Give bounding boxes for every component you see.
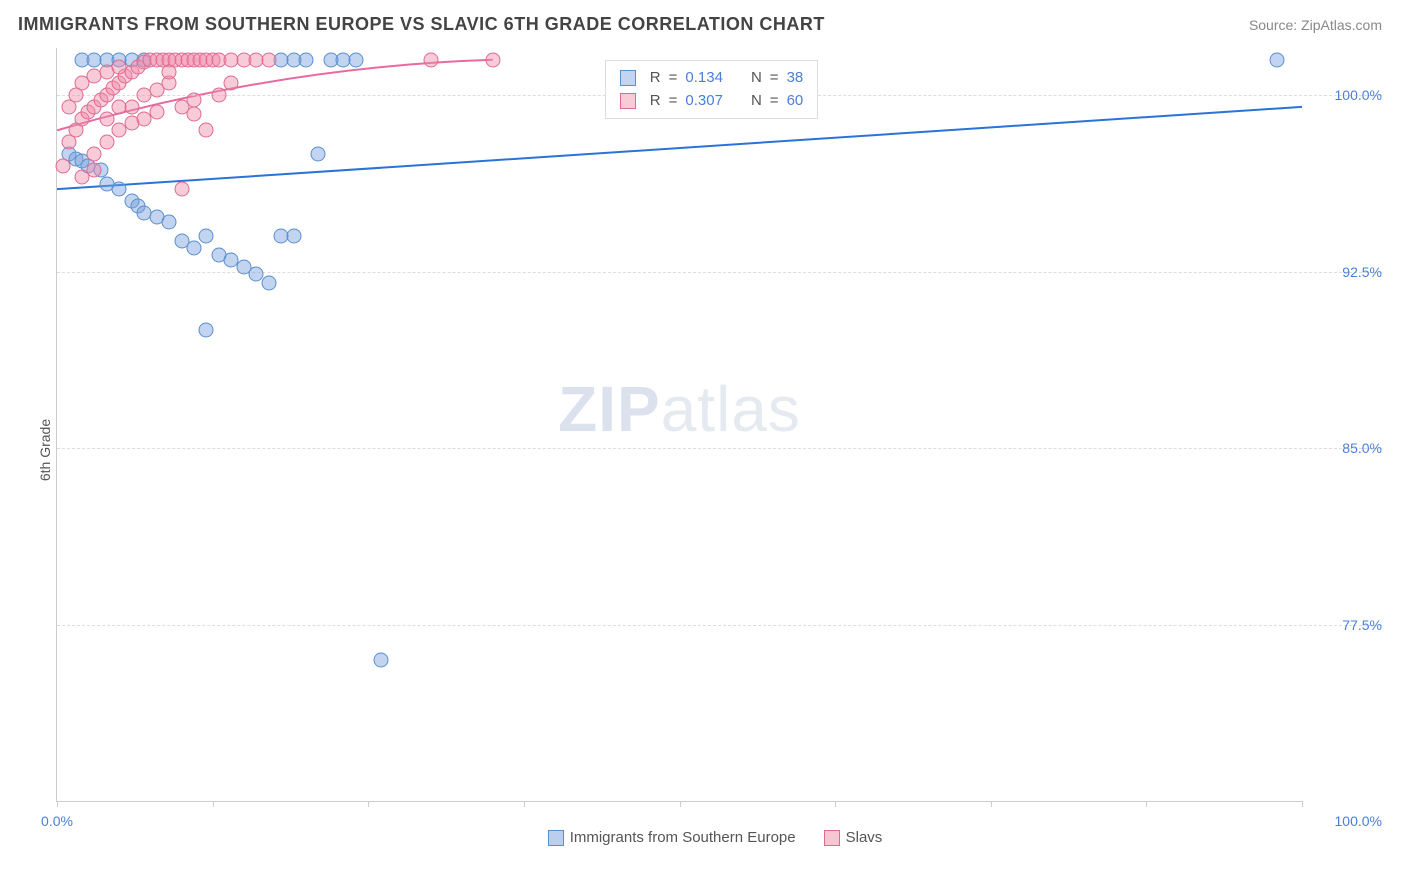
x-tick — [1146, 801, 1147, 807]
data-point — [112, 59, 127, 74]
legend-n-value: 38 — [787, 67, 804, 90]
data-point — [149, 104, 164, 119]
data-point — [199, 123, 214, 138]
data-point — [211, 88, 226, 103]
legend-top: R = 0.134 N = 38 R = 0.307 N = 60 — [605, 60, 818, 119]
trend-lines-svg — [57, 48, 1302, 801]
data-point — [348, 52, 363, 67]
data-point — [261, 276, 276, 291]
legend-r-value: 0.307 — [685, 90, 723, 113]
chart-container: 6th Grade ZIPatlas 100.0%92.5%85.0%77.5%… — [48, 48, 1382, 852]
data-point — [261, 52, 276, 67]
y-tick-label: 77.5% — [1310, 617, 1382, 633]
data-point — [174, 182, 189, 197]
chart-title: IMMIGRANTS FROM SOUTHERN EUROPE VS SLAVI… — [18, 14, 825, 35]
legend-n-value: 60 — [787, 90, 804, 113]
data-point — [68, 88, 83, 103]
data-point — [137, 88, 152, 103]
legend-swatch — [548, 830, 564, 846]
x-max-label: 100.0% — [1335, 813, 1382, 829]
x-tick — [680, 801, 681, 807]
source-label: Source: ZipAtlas.com — [1249, 17, 1382, 33]
legend-bottom-label: Immigrants from Southern Europe — [570, 829, 796, 846]
legend-bottom: Immigrants from Southern Europe Slavs — [48, 829, 1382, 846]
x-tick — [991, 801, 992, 807]
legend-bottom-item: Immigrants from Southern Europe — [548, 829, 796, 846]
legend-n-label: N — [751, 90, 762, 113]
data-point — [186, 92, 201, 107]
data-point — [56, 158, 71, 173]
y-axis-label: 6th Grade — [37, 419, 53, 481]
data-point — [87, 146, 102, 161]
y-tick-label: 85.0% — [1310, 440, 1382, 456]
legend-eq: = — [770, 67, 779, 90]
data-point — [87, 163, 102, 178]
legend-eq: = — [770, 90, 779, 113]
x-tick — [368, 801, 369, 807]
plot-area: ZIPatlas 100.0%92.5%85.0%77.5%0.0%100.0%… — [56, 48, 1302, 802]
legend-r-label: R — [650, 90, 661, 113]
data-point — [199, 323, 214, 338]
data-point — [186, 106, 201, 121]
data-point — [224, 76, 239, 91]
data-point — [199, 229, 214, 244]
data-point — [485, 52, 500, 67]
x-min-label: 0.0% — [41, 813, 73, 829]
gridline-h — [57, 625, 1382, 626]
legend-bottom-item: Slavs — [824, 829, 883, 846]
legend-top-row: R = 0.134 N = 38 — [620, 67, 803, 90]
legend-r-value: 0.134 — [685, 67, 723, 90]
data-point — [99, 111, 114, 126]
data-point — [162, 64, 177, 79]
trend-line — [57, 107, 1302, 189]
x-tick — [57, 801, 58, 807]
data-point — [99, 135, 114, 150]
data-point — [286, 229, 301, 244]
data-point — [112, 182, 127, 197]
legend-swatch — [620, 93, 636, 109]
data-point — [423, 52, 438, 67]
legend-top-row: R = 0.307 N = 60 — [620, 90, 803, 113]
x-tick — [1302, 801, 1303, 807]
legend-eq: = — [669, 90, 678, 113]
gridline-h — [57, 448, 1382, 449]
legend-n-label: N — [751, 67, 762, 90]
legend-swatch — [824, 830, 840, 846]
y-tick-label: 92.5% — [1310, 264, 1382, 280]
legend-bottom-label: Slavs — [846, 829, 883, 846]
x-tick — [213, 801, 214, 807]
y-tick-label: 100.0% — [1310, 87, 1382, 103]
data-point — [1270, 52, 1285, 67]
data-point — [186, 241, 201, 256]
data-point — [373, 652, 388, 667]
legend-r-label: R — [650, 67, 661, 90]
x-tick — [524, 801, 525, 807]
data-point — [112, 99, 127, 114]
data-point — [311, 146, 326, 161]
legend-eq: = — [669, 67, 678, 90]
x-tick — [835, 801, 836, 807]
watermark: ZIPatlas — [558, 372, 801, 446]
data-point — [162, 215, 177, 230]
data-point — [299, 52, 314, 67]
legend-swatch — [620, 70, 636, 86]
